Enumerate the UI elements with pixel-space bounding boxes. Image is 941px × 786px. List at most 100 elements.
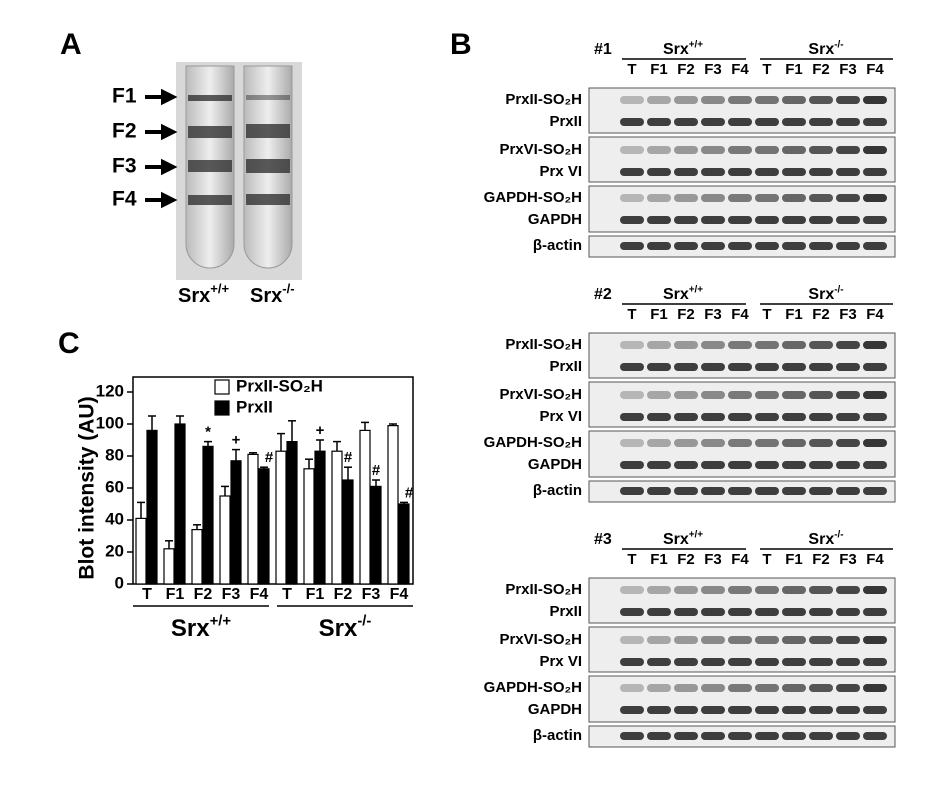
band (836, 391, 860, 399)
band (674, 216, 698, 224)
band (836, 413, 860, 421)
band (863, 96, 887, 104)
band (620, 242, 644, 250)
group-label: Srx+/+ (663, 284, 703, 303)
band (863, 732, 887, 740)
band (863, 242, 887, 250)
band (782, 363, 806, 371)
significance-mark: # (405, 484, 414, 501)
row-label: Prx VI (539, 163, 582, 180)
band (701, 216, 725, 224)
band (836, 363, 860, 371)
band (620, 487, 644, 495)
plot-frame (132, 376, 414, 585)
band (647, 439, 671, 447)
row-label: Prx VI (539, 408, 582, 425)
blot-frame (588, 185, 896, 233)
band (647, 146, 671, 154)
blot-id: #3 (594, 531, 612, 548)
bar (135, 517, 147, 585)
band (620, 732, 644, 740)
band (701, 608, 725, 616)
group-label-base: Srx (663, 286, 689, 303)
lane-label: F2 (677, 306, 695, 323)
lane-label: T (627, 551, 636, 568)
y-tick-label: 60 (105, 477, 124, 496)
band (728, 487, 752, 495)
band (782, 706, 806, 714)
row-label: GAPDH (528, 456, 582, 473)
band (863, 461, 887, 469)
row-label: PrxII (549, 358, 582, 375)
bar (230, 460, 242, 585)
x-tick-label: F4 (390, 586, 409, 603)
band (647, 732, 671, 740)
band (674, 194, 698, 202)
bar (258, 468, 270, 585)
band (836, 732, 860, 740)
x-tick-label: F3 (362, 586, 381, 603)
band (674, 118, 698, 126)
group-label-sup: -/- (834, 529, 843, 540)
band (836, 216, 860, 224)
lane-label: T (762, 551, 771, 568)
row-label: PrxVI-SO₂H (499, 386, 582, 403)
band (674, 487, 698, 495)
band (647, 706, 671, 714)
band (782, 146, 806, 154)
band (620, 684, 644, 692)
band (809, 684, 833, 692)
lane-label: F2 (812, 551, 830, 568)
blot-id: #2 (594, 286, 612, 303)
row-label: PrxII-SO₂H (505, 91, 582, 108)
group-label-sup: +/+ (689, 284, 704, 295)
band (863, 391, 887, 399)
band (620, 194, 644, 202)
band (620, 413, 644, 421)
band (782, 96, 806, 104)
lane-label: F1 (785, 551, 803, 568)
band (782, 168, 806, 176)
bar (370, 485, 382, 585)
band (620, 146, 644, 154)
band (809, 732, 833, 740)
lane-label: F4 (866, 306, 884, 323)
blot-frame (588, 87, 896, 134)
band (782, 608, 806, 616)
band (701, 586, 725, 594)
arrow (145, 158, 178, 176)
x-tick-label: T (282, 586, 292, 603)
band (755, 658, 779, 666)
band (863, 684, 887, 692)
band (755, 439, 779, 447)
band (863, 586, 887, 594)
band (836, 586, 860, 594)
blot-frame (588, 577, 896, 624)
band (863, 341, 887, 349)
band (674, 706, 698, 714)
band (809, 586, 833, 594)
significance-mark: # (372, 462, 381, 479)
arrow (145, 191, 178, 209)
band (647, 118, 671, 126)
y-tick-label: 100 (96, 413, 124, 432)
band (728, 684, 752, 692)
band (647, 96, 671, 104)
bar (314, 450, 326, 585)
band (674, 636, 698, 644)
blot-frame (588, 430, 896, 478)
band (728, 658, 752, 666)
band (836, 487, 860, 495)
panel-letter: B (450, 28, 472, 61)
row-label: PrxVI-SO₂H (499, 631, 582, 648)
bar (303, 468, 315, 585)
band (647, 341, 671, 349)
band (782, 684, 806, 692)
band (836, 684, 860, 692)
band (674, 341, 698, 349)
fraction-label: F3 (112, 155, 137, 178)
band (620, 586, 644, 594)
band (755, 242, 779, 250)
band (863, 658, 887, 666)
band (728, 706, 752, 714)
